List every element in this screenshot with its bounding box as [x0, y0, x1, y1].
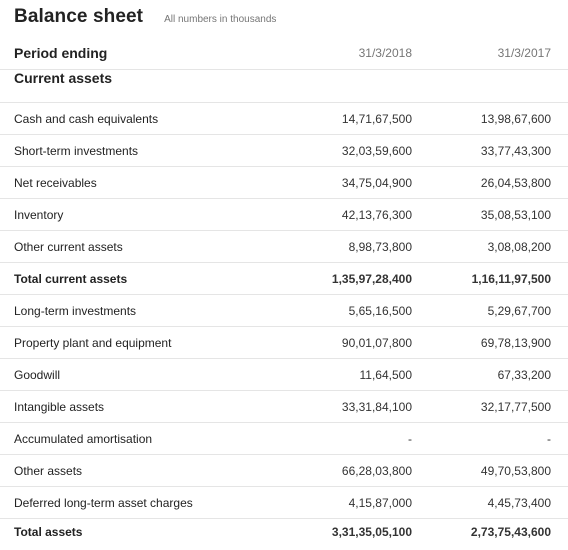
period-2017-header: 31/3/2017 [412, 37, 568, 70]
value-2018: 14,71,67,500 [297, 102, 412, 135]
table-row: Total current assets 1,35,97,28,400 1,16,1… [0, 262, 568, 295]
value-2017: 5,29,67,700 [412, 294, 568, 327]
period-2018-header: 31/3/2018 [297, 37, 412, 70]
value-2017: 2,73,75,43,600 [470, 525, 551, 539]
value-2017: 32,17,77,500 [412, 390, 568, 423]
table-row: Net receivables 34,75,04,900 26,04,53,800 [0, 166, 568, 199]
table-row: Intangible assets 33,31,84,100 32,17,77,50… [0, 390, 568, 423]
value-2017: 69,78,13,900 [412, 326, 568, 359]
row-label: Accumulated amortisation [0, 422, 297, 455]
row-label: Intangible assets [0, 390, 297, 423]
table-row: Deferred long-term asset charges 4,15,87,… [0, 486, 568, 519]
value-2018: - [297, 422, 412, 455]
value-2017: - [412, 422, 568, 455]
value-2017: 4,45,73,400 [412, 486, 568, 519]
title-row: Balance sheet All numbers in thousands [14, 6, 276, 30]
value-2017: 49,70,53,800 [412, 454, 568, 487]
value-2017: 13,98,67,600 [412, 102, 568, 135]
value-2018: 11,64,500 [297, 358, 412, 391]
row-label: Property plant and equipment [0, 326, 297, 359]
section-label-current-assets: Current assets [0, 69, 297, 103]
table-row: Short-term investments 32,03,59,600 33,77,… [0, 134, 568, 167]
row-label: Total current assets [0, 262, 297, 295]
value-2017: 35,08,53,100 [412, 198, 568, 231]
row-label: Other assets [0, 454, 297, 487]
table-row: Total assets 3,31,35,05,100 2,73,75,43,600 [0, 519, 568, 546]
row-label: Inventory [0, 198, 297, 231]
value-2018: 66,28,03,800 [297, 454, 412, 487]
value-2018: 90,01,07,800 [297, 326, 412, 359]
value-2018: 32,03,59,600 [297, 134, 412, 167]
table-header-row: Period ending 31/3/2018 31/3/2017 [0, 37, 568, 70]
period-ending-label: Period ending [0, 37, 297, 70]
value-2017: 1,16,11,97,500 [412, 262, 568, 295]
row-label: Long-term investments [0, 294, 297, 327]
table-row: Other current assets 8,98,73,800 3,08,08,2… [0, 230, 568, 263]
units-note: All numbers in thousands [164, 14, 277, 25]
row-label: Short-term investments [0, 134, 297, 167]
row-label: Total assets [14, 525, 83, 539]
page-title: Balance sheet [14, 6, 144, 27]
row-label: Deferred long-term asset charges [0, 486, 297, 519]
table-row: Accumulated amortisation - - [0, 422, 568, 455]
table-row: Cash and cash equivalents 14,71,67,500 13,… [0, 102, 568, 135]
value-2017: 33,77,43,300 [412, 134, 568, 167]
value-2018: 1,35,97,28,400 [297, 262, 412, 295]
value-2018: 4,15,87,000 [297, 486, 412, 519]
table-row: Other assets 66,28,03,800 49,70,53,800 [0, 454, 568, 487]
value-2017: 3,08,08,200 [412, 230, 568, 263]
row-label: Cash and cash equivalents [0, 102, 297, 135]
balance-sheet-table: Period ending 31/3/2018 31/3/2017 Curren… [0, 37, 568, 545]
table-row: Property plant and equipment 90,01,07,800… [0, 326, 568, 359]
value-2018: 42,13,76,300 [297, 198, 412, 231]
row-label: Net receivables [0, 166, 297, 199]
value-2018: 33,31,84,100 [297, 390, 412, 423]
section-row: Current assets [0, 69, 568, 103]
table-row: Inventory 42,13,76,300 35,08,53,100 [0, 198, 568, 231]
value-2018: 3,31,35,05,100 [331, 525, 412, 539]
row-label: Other current assets [0, 230, 297, 263]
value-2017: 67,33,200 [412, 358, 568, 391]
value-2017: 26,04,53,800 [412, 166, 568, 199]
value-2018: 5,65,16,500 [297, 294, 412, 327]
table-row: Long-term investments 5,65,16,500 5,29,67,… [0, 294, 568, 327]
value-2018: 34,75,04,900 [297, 166, 412, 199]
table-row: Goodwill 11,64,500 67,33,200 [0, 358, 568, 391]
row-label: Goodwill [0, 358, 297, 391]
value-2018: 8,98,73,800 [297, 230, 412, 263]
